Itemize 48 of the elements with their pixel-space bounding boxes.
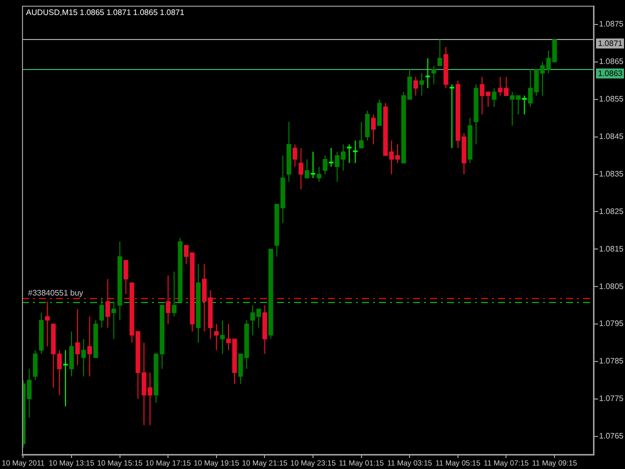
candlestick [220, 320, 225, 354]
candlestick [87, 316, 92, 377]
ref-line-label: 1.0871 [598, 39, 624, 48]
candlestick [438, 38, 442, 66]
candlestick [75, 308, 80, 366]
y-tick-label: 1.0785 [599, 356, 624, 366]
candlestick [99, 297, 104, 328]
candlestick [371, 114, 376, 145]
y-tick-label: 1.0825 [599, 206, 624, 216]
ref-line-label: 1.0863 [598, 69, 624, 78]
candlestick [413, 76, 418, 96]
ref-line-label: #33840551 buy [28, 288, 84, 298]
candlestick [298, 148, 304, 190]
candlestick [492, 88, 496, 108]
chart-title: AUDUSD,M15 1.0865 1.0871 1.0865 1.0871 [26, 8, 185, 18]
candlestick [328, 148, 334, 168]
candlestick [322, 155, 328, 175]
candlestick [316, 166, 322, 182]
candlestick [292, 144, 298, 168]
y-tick-label: 1.0775 [599, 394, 624, 404]
candlestick [124, 260, 128, 295]
candlestick [69, 330, 74, 377]
y-tick-label: 1.0815 [599, 244, 624, 254]
candlestick [111, 301, 116, 340]
y-tick-label: 1.0865 [599, 57, 624, 66]
candlestick [81, 338, 86, 377]
candlestick [304, 158, 310, 178]
candlestick [359, 121, 364, 149]
candlestick [431, 65, 436, 85]
candlestick [172, 271, 176, 317]
candlestick [365, 110, 370, 142]
y-tick-label: 1.0795 [599, 319, 624, 328]
y-tick-label: 1.0765 [599, 431, 624, 440]
y-tick-label: 1.0805 [599, 282, 624, 291]
candlestick [105, 278, 110, 328]
candlestick [32, 350, 38, 381]
candlestick [310, 151, 316, 178]
y-tick-label: 1.0855 [599, 94, 624, 104]
candlestick [166, 274, 170, 324]
candlestick [45, 301, 50, 347]
candlestick [425, 58, 430, 89]
y-tick-label: 1.0835 [599, 169, 624, 178]
y-tick-label: 1.0845 [599, 132, 624, 142]
candlestick [214, 323, 219, 351]
y-tick-label: 1.0875 [599, 20, 624, 29]
candlestick [63, 350, 68, 407]
candlestick [346, 144, 352, 164]
candlestick [377, 98, 382, 126]
